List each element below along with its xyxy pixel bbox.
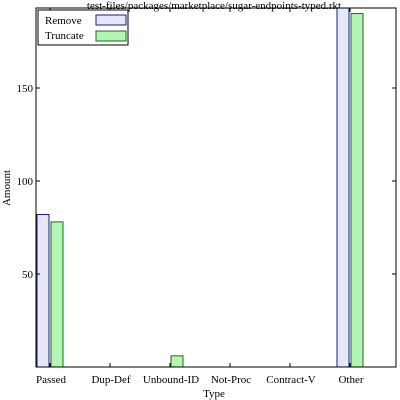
ticks-layer: 50 100 150 Passed Dup-Def Unbound-ID Not-Proc C… — [17, 8, 396, 386]
x-tick-label: Contract-V — [266, 374, 316, 386]
y-tick-label: 50 — [22, 269, 34, 281]
legend-swatch-remove — [95, 14, 127, 26]
bar-truncate-passed — [50, 221, 64, 368]
legend-label-truncate: Truncate — [45, 30, 84, 42]
x-tick-label: Passed — [36, 374, 66, 386]
legend-label-remove: Remove — [45, 15, 82, 27]
y-tick-label: 100 — [17, 176, 34, 188]
x-axis-label: Type — [203, 388, 225, 400]
x-tick-label: Unbound-ID — [143, 374, 199, 386]
bars-layer — [36, 7, 364, 368]
bar-remove-passed — [36, 213, 50, 368]
x-tick-label: Other — [338, 374, 363, 386]
plot-frame — [35, 7, 397, 368]
y-tick-label: 150 — [17, 83, 34, 95]
bar-remove-other — [336, 7, 350, 368]
legend: Remove Truncate — [37, 9, 129, 46]
y-axis-label: Amount — [1, 170, 13, 206]
chart-title: test-files/packages/marketplace/sugar-en… — [87, 0, 341, 12]
bar-truncate-unbound-id — [170, 355, 184, 368]
legend-swatch-truncate — [95, 30, 127, 42]
x-tick-label: Not-Proc — [211, 374, 251, 386]
x-tick-label: Dup-Def — [91, 374, 130, 386]
bar-truncate-other — [350, 13, 364, 368]
